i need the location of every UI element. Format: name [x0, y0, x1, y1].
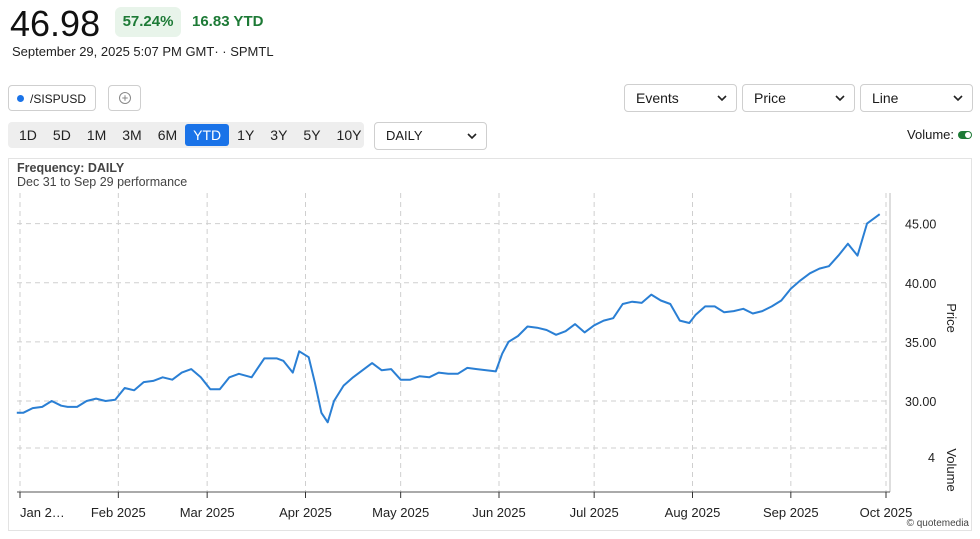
y-tick-label: 40.00	[905, 277, 936, 291]
range-button-ytd[interactable]: YTD	[185, 124, 230, 146]
y-axis-title-volume: Volume	[944, 448, 959, 491]
x-tick-label: Jun 2025	[472, 505, 526, 520]
volume-toggle-group: Volume:	[907, 127, 972, 142]
x-tick-label: May 2025	[372, 505, 429, 520]
chart-style-select[interactable]: Line	[860, 84, 973, 112]
plus-circle-icon	[118, 92, 131, 104]
chart-subtitle: Dec 31 to Sep 29 performance	[17, 175, 188, 189]
volume-toggle-label: Volume:	[907, 127, 954, 142]
x-tick-label: Sep 2025	[763, 505, 819, 520]
volume-toggle[interactable]	[958, 130, 972, 139]
events-select[interactable]: Events	[624, 84, 737, 112]
range-button-3y[interactable]: 3Y	[270, 127, 288, 143]
x-tick-label: Apr 2025	[279, 505, 332, 520]
chart-style-select-value: Line	[872, 90, 899, 106]
y-tick-label: 45.00	[905, 218, 936, 232]
x-tick-label: Oct 2025	[860, 505, 913, 520]
percent-change-badge: 57.24%	[115, 7, 181, 37]
y-tick-label: 30.00	[905, 395, 936, 409]
chart-panel	[8, 158, 972, 531]
price-series-line[interactable]	[16, 213, 881, 424]
x-tick-label: Jul 2025	[570, 505, 619, 520]
current-price: 46.98	[10, 3, 101, 44]
symbol-chip[interactable]: /SISPUSD	[8, 85, 96, 111]
chevron-down-icon	[953, 95, 963, 102]
volume-tick-label: 4	[928, 451, 935, 465]
x-tick-label: Jan 2…	[20, 505, 65, 520]
quotemedia-credit: © quotemedia	[906, 518, 969, 529]
ytd-change: 16.83 YTD	[192, 13, 264, 30]
series-color-dot	[17, 95, 24, 103]
events-select-value: Events	[636, 90, 679, 106]
y-axis-title-price: Price	[944, 303, 959, 333]
chevron-down-icon	[717, 95, 727, 102]
frequency-select[interactable]: DAILY	[374, 122, 487, 150]
x-tick-label: Aug 2025	[665, 505, 721, 520]
symbol-label: /SISPUSD	[30, 92, 87, 106]
chevron-down-icon	[835, 95, 845, 102]
range-selector: 1D 5D 1M 3M 6M YTD 1Y 3Y 5Y 10Y	[8, 122, 364, 148]
price-select[interactable]: Price	[742, 84, 855, 112]
range-button-1y[interactable]: 1Y	[237, 127, 255, 143]
range-button-5y[interactable]: 5Y	[303, 127, 321, 143]
chevron-down-icon	[467, 133, 477, 140]
frequency-select-value: DAILY	[386, 128, 423, 143]
x-tick-label: Mar 2025	[180, 505, 235, 520]
add-comparison-button[interactable]	[108, 85, 141, 111]
timestamp-line: September 29, 2025 5:07 PM GMT· · SPMTL	[12, 44, 274, 59]
range-button-6m[interactable]: 6M	[157, 127, 178, 143]
range-button-1d[interactable]: 1D	[19, 127, 37, 143]
y-tick-label: 35.00	[905, 336, 936, 350]
range-button-1m[interactable]: 1M	[86, 127, 107, 143]
price-select-value: Price	[754, 90, 786, 106]
x-tick-label: Feb 2025	[91, 505, 146, 520]
range-button-3m[interactable]: 3M	[122, 127, 142, 143]
chart-title: Frequency: DAILY	[17, 161, 125, 175]
range-button-5d[interactable]: 5D	[52, 127, 71, 143]
range-button-10y[interactable]: 10Y	[336, 127, 362, 143]
